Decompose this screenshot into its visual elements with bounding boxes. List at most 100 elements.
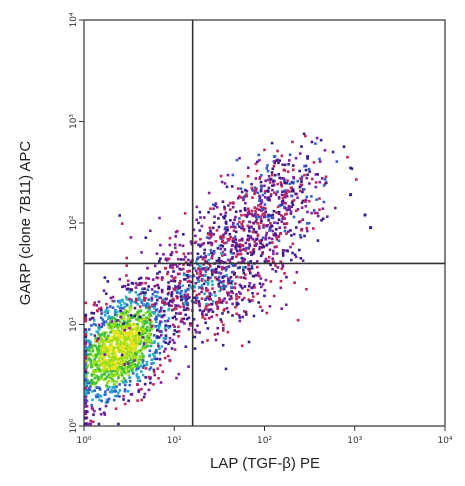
data-point xyxy=(112,385,116,389)
data-point xyxy=(161,301,164,305)
data-point xyxy=(91,349,94,353)
data-point xyxy=(148,310,152,313)
data-point xyxy=(170,304,173,308)
data-point xyxy=(109,330,112,334)
data-point xyxy=(288,182,292,185)
data-point xyxy=(98,362,102,366)
data-point xyxy=(195,293,198,297)
data-point xyxy=(271,260,275,263)
data-point xyxy=(128,336,131,340)
data-point xyxy=(92,363,96,366)
data-point xyxy=(283,181,286,185)
data-point xyxy=(298,152,302,155)
data-point xyxy=(137,376,140,379)
data-point xyxy=(143,392,147,396)
data-point xyxy=(96,395,99,399)
data-point xyxy=(187,365,190,368)
data-point xyxy=(175,250,178,254)
data-point xyxy=(258,227,261,230)
data-point xyxy=(121,358,124,362)
data-point xyxy=(118,389,122,392)
data-point xyxy=(324,175,328,179)
data-point xyxy=(186,280,190,283)
data-point xyxy=(126,362,130,365)
data-point xyxy=(262,215,266,219)
data-point xyxy=(140,331,143,335)
data-point xyxy=(306,157,309,160)
data-point xyxy=(84,338,88,341)
data-point xyxy=(250,286,253,290)
data-point xyxy=(126,342,129,346)
data-point xyxy=(172,323,175,327)
data-point xyxy=(129,236,133,239)
data-point xyxy=(282,222,286,226)
data-point xyxy=(198,229,202,232)
data-point xyxy=(122,370,126,374)
data-point xyxy=(301,190,304,194)
data-point xyxy=(211,226,215,230)
data-point xyxy=(181,244,185,248)
data-point xyxy=(186,270,189,273)
data-point xyxy=(136,293,140,297)
data-point xyxy=(118,365,122,369)
data-point xyxy=(147,277,150,280)
data-point xyxy=(114,380,118,383)
data-point xyxy=(299,257,303,260)
data-point xyxy=(161,370,164,373)
data-point xyxy=(128,350,132,354)
data-point xyxy=(268,236,271,240)
data-point xyxy=(97,344,101,348)
data-point xyxy=(130,351,133,354)
data-point xyxy=(209,265,212,268)
data-point xyxy=(254,209,257,213)
data-point xyxy=(236,222,239,226)
data-point xyxy=(240,344,244,348)
data-point xyxy=(197,256,200,259)
data-point xyxy=(158,351,162,355)
data-point xyxy=(87,381,91,385)
data-point xyxy=(206,278,210,282)
data-point xyxy=(150,328,154,331)
data-point xyxy=(148,368,151,371)
data-point xyxy=(145,337,149,340)
data-point xyxy=(269,222,272,225)
data-point xyxy=(184,308,187,311)
data-point xyxy=(149,339,152,343)
data-point xyxy=(162,336,166,340)
y-axis-label: GARP (clone 7B11) APC xyxy=(17,141,34,306)
data-point xyxy=(201,316,204,319)
data-point xyxy=(178,291,182,295)
data-point xyxy=(148,308,151,312)
data-point xyxy=(264,278,268,282)
data-point xyxy=(246,234,250,238)
data-point xyxy=(216,326,219,330)
data-point xyxy=(93,409,96,413)
data-point xyxy=(98,388,102,391)
data-point xyxy=(111,295,115,299)
data-point xyxy=(322,184,326,187)
data-point xyxy=(84,416,88,420)
data-point xyxy=(239,276,243,279)
data-point xyxy=(240,190,244,194)
data-point xyxy=(225,228,228,231)
data-point xyxy=(122,322,125,325)
data-point xyxy=(148,314,151,317)
data-point xyxy=(306,210,309,214)
data-point xyxy=(256,265,259,269)
data-point xyxy=(289,210,293,214)
data-point xyxy=(280,203,284,206)
data-point xyxy=(106,306,109,310)
data-point xyxy=(101,347,105,351)
data-point xyxy=(251,286,255,289)
data-point xyxy=(251,196,254,199)
data-point xyxy=(119,320,122,324)
data-point xyxy=(260,199,263,202)
data-point xyxy=(219,235,222,239)
data-point xyxy=(277,239,281,243)
data-point xyxy=(147,375,151,379)
data-point xyxy=(142,354,145,358)
data-point xyxy=(229,235,232,239)
data-point xyxy=(252,222,256,225)
data-point xyxy=(229,250,233,253)
data-point xyxy=(220,320,223,324)
